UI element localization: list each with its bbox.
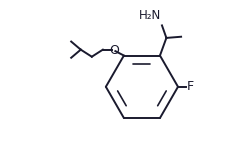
Text: H₂N: H₂N <box>139 9 161 22</box>
Text: F: F <box>187 80 194 93</box>
Text: O: O <box>109 44 119 57</box>
